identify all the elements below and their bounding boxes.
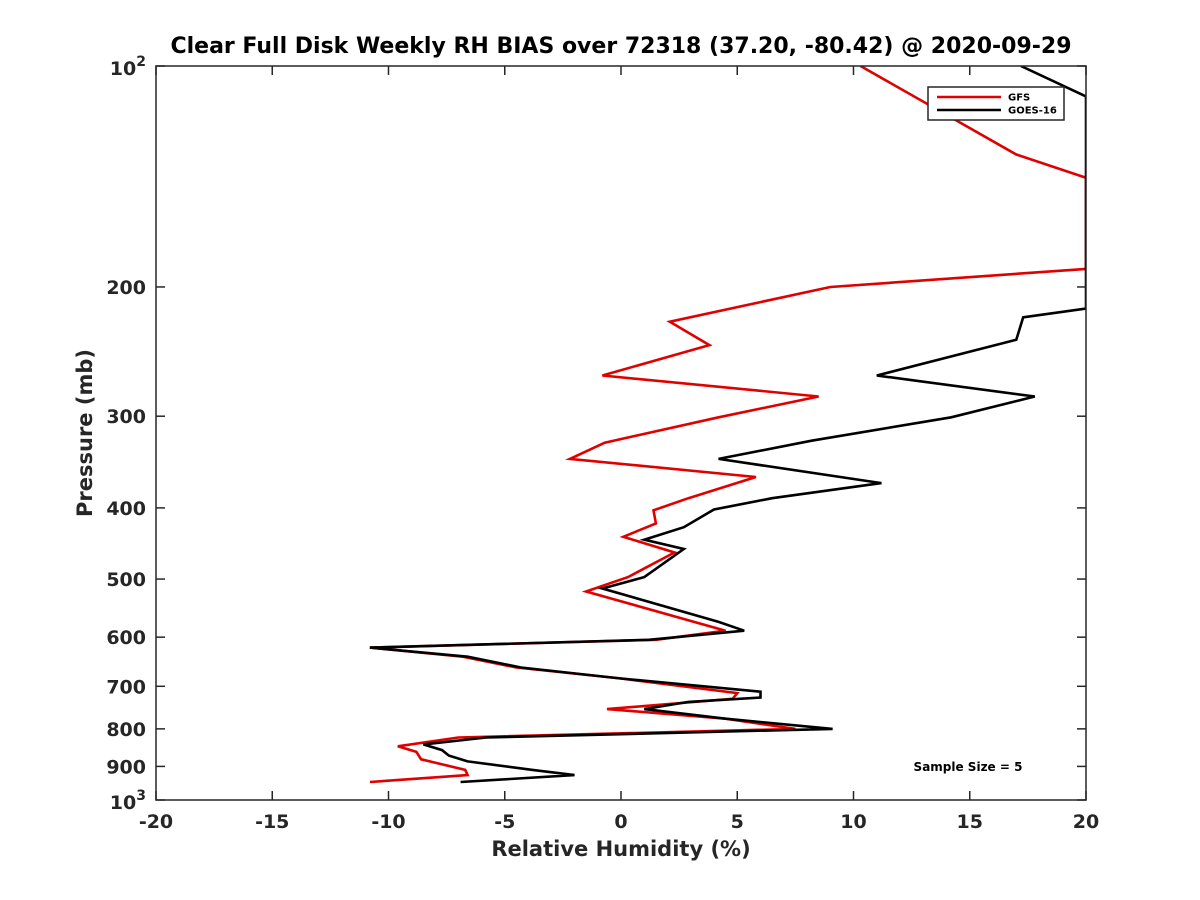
sample-size-annotation: Sample Size = 5 xyxy=(914,760,1023,774)
legend-box xyxy=(927,86,1065,121)
x-tick-label: -20 xyxy=(139,811,173,833)
x-tick-label: 5 xyxy=(731,811,744,833)
y-tick-label: 700 xyxy=(106,676,146,698)
x-axis: -20 -15 -10 -5 0 5 10 15 20 xyxy=(139,66,1099,833)
y-tick-label: 102 xyxy=(110,54,146,80)
y-tick-label: 300 xyxy=(106,406,146,428)
plot-frame xyxy=(155,65,1087,801)
y-tick-label: 400 xyxy=(106,498,146,520)
plot-area xyxy=(155,65,1087,801)
series-line-goes-16 xyxy=(369,66,1086,784)
legend: GFS GOES-16 xyxy=(927,86,1065,121)
x-tick-label: -5 xyxy=(494,811,515,833)
y-tick-label: 800 xyxy=(106,719,146,741)
x-tick-label: 15 xyxy=(957,811,983,833)
y-tick-label: 600 xyxy=(106,627,146,649)
x-tick-label: 20 xyxy=(1073,811,1099,833)
y-tick-label: 500 xyxy=(106,569,146,591)
x-tick-label: 10 xyxy=(840,811,866,833)
legend-entry: GOES-16 xyxy=(1008,106,1057,117)
series-line-gfs xyxy=(369,66,1086,784)
series-layer xyxy=(369,66,1086,784)
legend-entry: GFS xyxy=(1008,93,1030,104)
y-tick-label: 103 xyxy=(110,788,146,814)
x-tick-label: -10 xyxy=(371,811,405,833)
x-axis-label: Relative Humidity (%) xyxy=(491,837,750,861)
y-axis: 102 200 300 400 500 600 700 800 900 103 xyxy=(106,54,1086,814)
x-tick-label: -15 xyxy=(255,811,289,833)
chart-title: Clear Full Disk Weekly RH BIAS over 7231… xyxy=(170,34,1071,59)
y-axis-label: Pressure (mb) xyxy=(73,349,97,517)
x-tick-label: 0 xyxy=(614,811,627,833)
y-tick-label: 900 xyxy=(106,756,146,778)
y-tick-label: 200 xyxy=(106,277,146,299)
